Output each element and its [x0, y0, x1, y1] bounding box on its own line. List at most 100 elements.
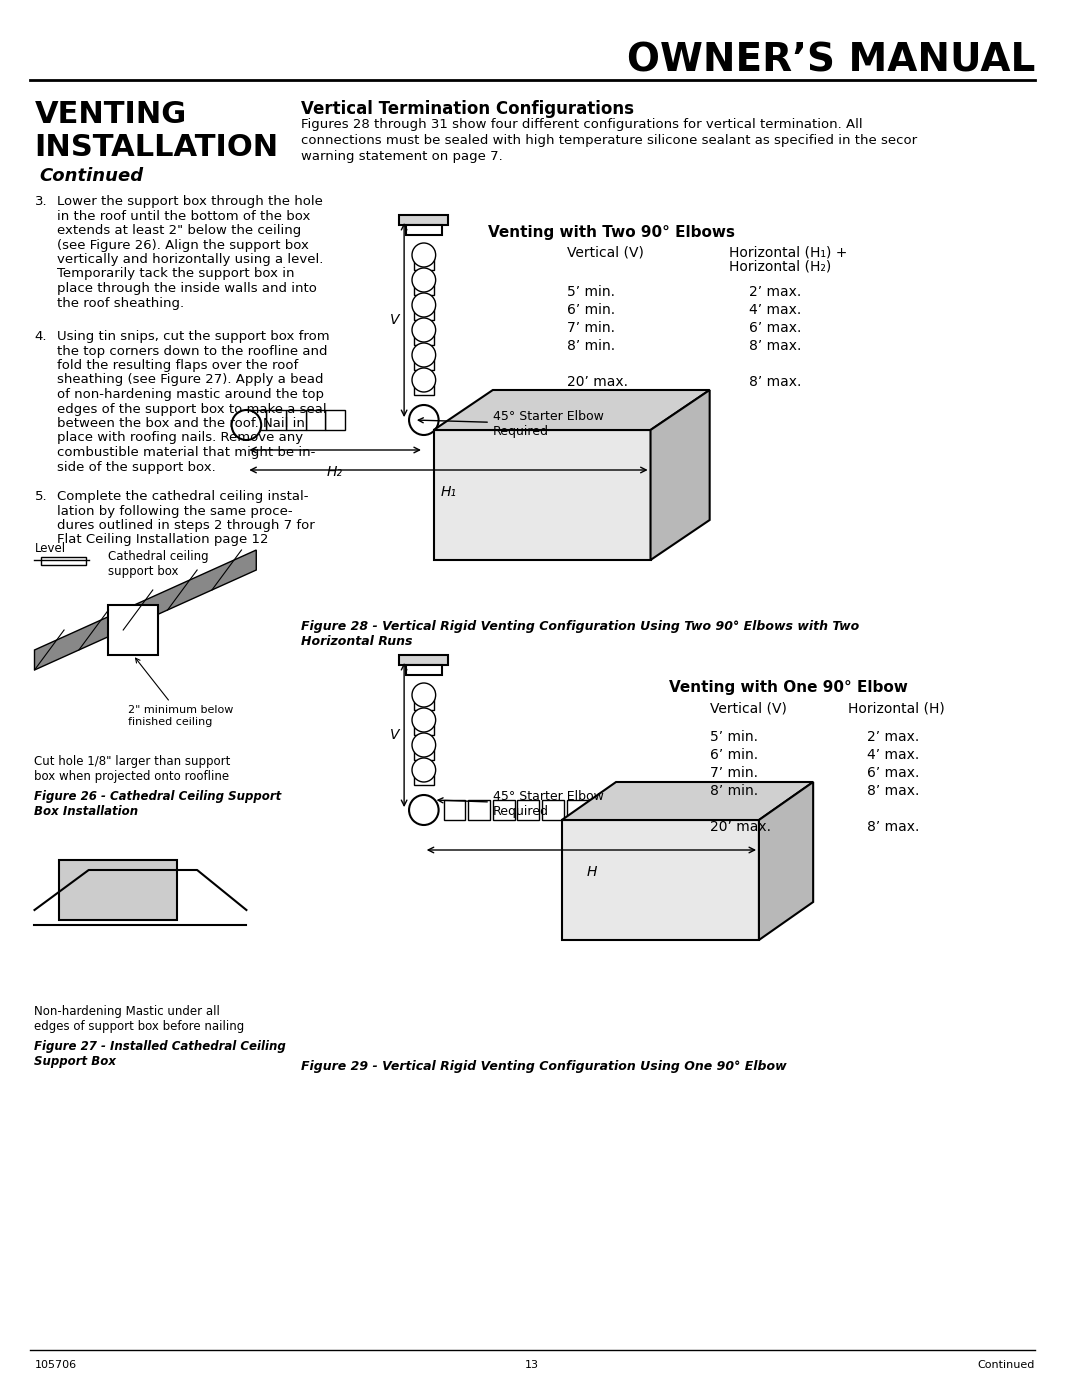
Text: box when projected onto roofline: box when projected onto roofline	[35, 770, 230, 782]
Text: connections must be sealed with high temperature silicone sealant as specified i: connections must be sealed with high tem…	[300, 134, 917, 147]
Text: Lower the support box through the hole: Lower the support box through the hole	[57, 196, 323, 208]
Text: Horizontal (H): Horizontal (H)	[848, 703, 944, 717]
Text: Non-hardening Mastic under all: Non-hardening Mastic under all	[35, 1004, 220, 1018]
Text: OWNER’S MANUAL: OWNER’S MANUAL	[626, 41, 1035, 80]
Text: 20’ max.: 20’ max.	[710, 820, 771, 834]
Bar	[406, 225, 442, 235]
Text: Figure 26 - Cathedral Ceiling Support
Box Installation: Figure 26 - Cathedral Ceiling Support Bo…	[35, 789, 282, 819]
Circle shape	[409, 795, 438, 826]
Text: support box: support box	[108, 564, 179, 578]
Text: 5’ min.: 5’ min.	[567, 285, 615, 299]
Text: INSTALLATION: INSTALLATION	[35, 133, 279, 162]
Bar	[414, 766, 434, 785]
Text: combustible material that might be in-: combustible material that might be in-	[57, 446, 315, 460]
Text: 2’ max.: 2’ max.	[867, 731, 920, 745]
Circle shape	[411, 268, 435, 292]
Text: V: V	[390, 313, 400, 327]
Text: Temporarily tack the support box in: Temporarily tack the support box in	[57, 267, 295, 281]
Bar	[517, 800, 539, 820]
Bar	[414, 300, 434, 320]
Circle shape	[231, 409, 261, 440]
Bar	[469, 800, 490, 820]
Text: H₂: H₂	[327, 465, 343, 479]
Text: place with roofing nails. Remove any: place with roofing nails. Remove any	[57, 432, 303, 444]
Text: Horizontal (H₁) +: Horizontal (H₁) +	[729, 244, 848, 258]
Text: VENTING: VENTING	[35, 101, 187, 129]
Text: the top corners down to the roofline and: the top corners down to the roofline and	[57, 345, 327, 358]
Text: 8’ min.: 8’ min.	[710, 784, 758, 798]
Text: H: H	[586, 865, 596, 879]
Text: Level: Level	[35, 542, 66, 555]
Circle shape	[411, 293, 435, 317]
Text: 45° Starter Elbow
Required: 45° Starter Elbow Required	[438, 789, 604, 819]
Bar	[414, 374, 434, 395]
Text: 8’ max.: 8’ max.	[867, 820, 920, 834]
Text: Venting with Two 90° Elbows: Venting with Two 90° Elbows	[487, 225, 734, 240]
Bar	[246, 409, 266, 430]
Bar	[414, 250, 434, 270]
Text: Complete the cathedral ceiling instal-: Complete the cathedral ceiling instal-	[57, 490, 309, 503]
Bar	[286, 409, 306, 430]
Text: vertically and horizontally using a level.: vertically and horizontally using a leve…	[57, 253, 324, 265]
Polygon shape	[35, 550, 256, 671]
Text: sheathing (see Figure 27). Apply a bead: sheathing (see Figure 27). Apply a bead	[57, 373, 324, 387]
Text: 6’ min.: 6’ min.	[567, 303, 615, 317]
Bar	[266, 409, 286, 430]
Text: 4’ max.: 4’ max.	[750, 303, 801, 317]
Text: 8’ max.: 8’ max.	[750, 374, 801, 388]
Text: 2" minimum below
finished ceiling: 2" minimum below finished ceiling	[129, 658, 233, 726]
Text: Vertical (V): Vertical (V)	[567, 244, 644, 258]
Text: H₁: H₁	[441, 485, 457, 499]
Text: Vertical Termination Configurations: Vertical Termination Configurations	[300, 101, 634, 117]
Text: 2’ max.: 2’ max.	[750, 285, 801, 299]
Circle shape	[411, 367, 435, 393]
Text: (see Figure 26). Align the support box: (see Figure 26). Align the support box	[57, 239, 309, 251]
Bar	[59, 861, 177, 921]
Bar	[306, 409, 325, 430]
Text: fold the resulting flaps over the roof: fold the resulting flaps over the roof	[57, 359, 298, 372]
Text: Continued: Continued	[40, 168, 144, 184]
Text: Figures 28 through 31 show four different configurations for vertical terminatio: Figures 28 through 31 show four differen…	[300, 117, 862, 131]
Text: Cut hole 1/8" larger than support: Cut hole 1/8" larger than support	[35, 754, 231, 768]
Circle shape	[411, 344, 435, 367]
Bar	[414, 326, 434, 345]
Text: 8’ min.: 8’ min.	[567, 339, 615, 353]
Circle shape	[409, 405, 438, 434]
Text: in the roof until the bottom of the box: in the roof until the bottom of the box	[57, 210, 311, 222]
Text: place through the inside walls and into: place through the inside walls and into	[57, 282, 318, 295]
Text: Flat Ceiling Installation page 12: Flat Ceiling Installation page 12	[57, 534, 269, 546]
Text: Continued: Continued	[977, 1361, 1035, 1370]
Text: lation by following the same proce-: lation by following the same proce-	[57, 504, 293, 517]
Text: between the box and the roof. Nail in: between the box and the roof. Nail in	[57, 416, 305, 430]
Bar	[414, 351, 434, 370]
Bar	[406, 665, 442, 675]
Circle shape	[411, 733, 435, 757]
Text: 6’ max.: 6’ max.	[750, 321, 801, 335]
Bar	[492, 800, 514, 820]
Bar	[562, 820, 759, 940]
Bar	[414, 275, 434, 295]
Text: Venting with One 90° Elbow: Venting with One 90° Elbow	[670, 680, 908, 694]
Text: Figure 27 - Installed Cathedral Ceiling
Support Box: Figure 27 - Installed Cathedral Ceiling …	[35, 1039, 286, 1067]
Text: Figure 29 - Vertical Rigid Venting Configuration Using One 90° Elbow: Figure 29 - Vertical Rigid Venting Confi…	[300, 1060, 786, 1073]
Bar	[400, 655, 448, 665]
Text: V: V	[390, 728, 400, 742]
Bar	[434, 430, 650, 560]
Text: 6’ min.: 6’ min.	[710, 747, 758, 761]
Text: 20’ max.: 20’ max.	[567, 374, 627, 388]
Text: 105706: 105706	[35, 1361, 77, 1370]
Text: 8’ max.: 8’ max.	[867, 784, 920, 798]
Text: side of the support box.: side of the support box.	[57, 461, 216, 474]
Text: Figure 28 - Vertical Rigid Venting Configuration Using Two 90° Elbows with Two
H: Figure 28 - Vertical Rigid Venting Confi…	[300, 620, 859, 648]
Circle shape	[411, 759, 435, 782]
Text: of non-hardening mastic around the top: of non-hardening mastic around the top	[57, 388, 324, 401]
Bar	[325, 409, 345, 430]
Text: the roof sheathing.: the roof sheathing.	[57, 296, 185, 310]
Text: dures outlined in steps 2 through 7 for: dures outlined in steps 2 through 7 for	[57, 520, 315, 532]
Bar	[41, 557, 85, 564]
Text: 3.: 3.	[35, 196, 48, 208]
Text: 7’ min.: 7’ min.	[567, 321, 615, 335]
Bar	[567, 800, 589, 820]
Circle shape	[411, 708, 435, 732]
Polygon shape	[434, 390, 710, 430]
